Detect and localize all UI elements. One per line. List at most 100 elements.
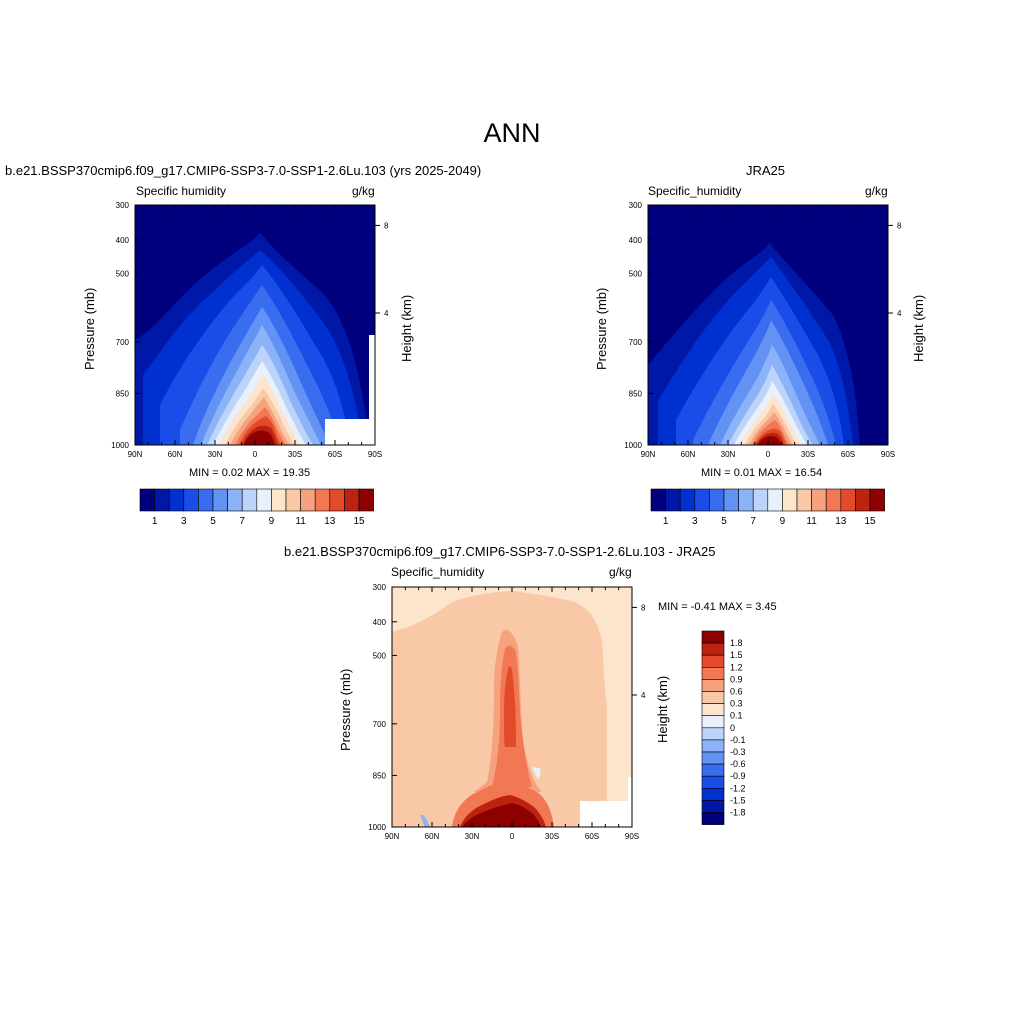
- colorbar-label: 7: [750, 516, 756, 527]
- colorbar-label: 5: [210, 516, 216, 527]
- colorbar-label: 11: [806, 516, 817, 527]
- colorbar-label: -0.6: [730, 759, 746, 769]
- y2-tick-label: 4: [897, 309, 902, 318]
- colorbar-label: 0.1: [730, 711, 743, 721]
- panel3-variable-label: Specific_humidity: [391, 565, 485, 579]
- x-tick-label: 30N: [721, 450, 736, 459]
- panel3-plot: 90N 60N 30N 0 30S 60S 90S 300 400 500 700 850 1000 8 4: [368, 583, 646, 841]
- colorbar-swatch: [701, 691, 725, 704]
- colorbar-swatch: [198, 488, 214, 512]
- panel1-units-label: g/kg: [352, 184, 375, 198]
- panel3-stats: MIN = -0.41 MAX = 3.45: [658, 601, 777, 613]
- y-tick-label: 1000: [368, 823, 386, 832]
- colorbar-label: -0.9: [730, 771, 746, 781]
- colorbar-swatch: [139, 488, 155, 512]
- colorbar-swatch: [701, 630, 725, 644]
- colorbar-label: 0.3: [730, 699, 743, 709]
- colorbar-swatch: [701, 642, 725, 656]
- panel2-stats: MIN = 0.01 MAX = 16.54: [701, 467, 823, 479]
- y-tick-label: 500: [629, 269, 643, 278]
- x-tick-label: 30N: [208, 450, 223, 459]
- y-tick-label: 850: [373, 771, 387, 780]
- colorbar-swatch: [701, 751, 725, 765]
- panel1-missing-data-strip: [369, 335, 375, 419]
- panel1-y2label: Height (km): [399, 294, 414, 362]
- x-tick-label: 30N: [465, 832, 480, 841]
- panel2-contour-bands: [648, 243, 860, 445]
- x-tick-label: 0: [766, 450, 771, 459]
- panel1-band-16: [244, 430, 275, 445]
- colorbar-swatch: [701, 788, 725, 801]
- colorbar-label: 15: [353, 516, 365, 527]
- colorbar-swatch: [694, 488, 710, 512]
- y2-tick-label: 8: [641, 603, 646, 612]
- y-tick-label: 1000: [624, 441, 642, 450]
- colorbar-label: 1.8: [730, 638, 743, 648]
- panel3-band-1.8: [462, 803, 541, 827]
- y-tick-label: 400: [373, 618, 387, 627]
- colorbar-swatch: [752, 488, 769, 512]
- colorbar-swatch: [241, 488, 258, 512]
- panel3-missing-data-strip: [628, 777, 632, 801]
- colorbar-swatch: [314, 488, 331, 512]
- panel3-band-zero: [532, 767, 541, 779]
- x-tick-label: 60N: [425, 832, 440, 841]
- y-tick-label: 700: [629, 338, 643, 347]
- panel1-title: b.e21.BSSP370cmip6.f09_g17.CMIP6-SSP3-7.…: [5, 163, 482, 178]
- colorbar-swatch: [723, 488, 739, 512]
- colorbar-label: 1: [663, 516, 669, 527]
- colorbar-swatch: [825, 488, 842, 512]
- colorbar-label: -1.2: [730, 783, 746, 793]
- colorbar-label: 1.5: [730, 650, 743, 660]
- colorbar-swatch: [855, 488, 871, 512]
- colorbar-swatch: [840, 488, 856, 512]
- colorbar-label: 13: [324, 516, 336, 527]
- y-tick-label: 500: [116, 269, 130, 278]
- colorbar-swatch: [679, 488, 696, 512]
- colorbar-label: 0.6: [730, 687, 743, 697]
- y2-tick-label: 4: [384, 309, 389, 318]
- y-tick-label: 300: [373, 583, 387, 592]
- x-tick-label: 0: [510, 832, 515, 841]
- y2-tick-label: 8: [384, 221, 389, 230]
- panel3-y2label: Height (km): [655, 675, 670, 743]
- x-tick-label: 90S: [881, 450, 895, 459]
- colorbar-swatch: [701, 666, 725, 680]
- panel3-contour-bands: [392, 591, 607, 827]
- colorbar-swatch: [701, 775, 725, 789]
- colorbar-label: -1.5: [730, 795, 746, 805]
- y-tick-label: 700: [373, 720, 387, 729]
- colorbar-swatch: [285, 488, 301, 512]
- panel3-band-1.2: [504, 666, 516, 747]
- colorbar-swatch: [701, 679, 725, 692]
- colorbar-swatch: [329, 488, 345, 512]
- y2-tick-label: 8: [897, 221, 902, 230]
- x-tick-label: 60N: [681, 450, 696, 459]
- colorbar-swatch: [271, 488, 287, 512]
- panel1-colorbar: 1 3 5 7 9 11 13 15: [139, 488, 374, 527]
- colorbar-label: 11: [295, 516, 306, 527]
- panel1-contour-bands: [135, 233, 370, 445]
- x-tick-label: 60S: [841, 450, 855, 459]
- x-tick-label: 30S: [545, 832, 559, 841]
- colorbar-label: -1.8: [730, 808, 746, 818]
- y-tick-label: 850: [629, 389, 643, 398]
- panel1-variable-label: Specific humidity: [136, 184, 227, 198]
- panel3-band-neg: [420, 815, 430, 827]
- colorbar-label: 15: [864, 516, 876, 527]
- page-title: ANN: [483, 118, 541, 148]
- colorbar-swatch: [738, 488, 754, 512]
- panel2-variable-label: Specific_humidity: [648, 184, 742, 198]
- panel3-units-label: g/kg: [609, 565, 632, 579]
- x-tick-label: 90N: [641, 450, 656, 459]
- x-tick-label: 90N: [128, 450, 143, 459]
- y-tick-label: 400: [116, 236, 130, 245]
- x-tick-label: 60N: [168, 450, 183, 459]
- y-tick-label: 700: [116, 338, 130, 347]
- colorbar-label: 5: [721, 516, 727, 527]
- colorbar-label: 1: [152, 516, 158, 527]
- colorbar-swatch: [701, 715, 725, 729]
- colorbar-swatch: [344, 488, 360, 512]
- colorbar-label: 3: [181, 516, 187, 527]
- panel1-missing-data-region: [325, 419, 375, 446]
